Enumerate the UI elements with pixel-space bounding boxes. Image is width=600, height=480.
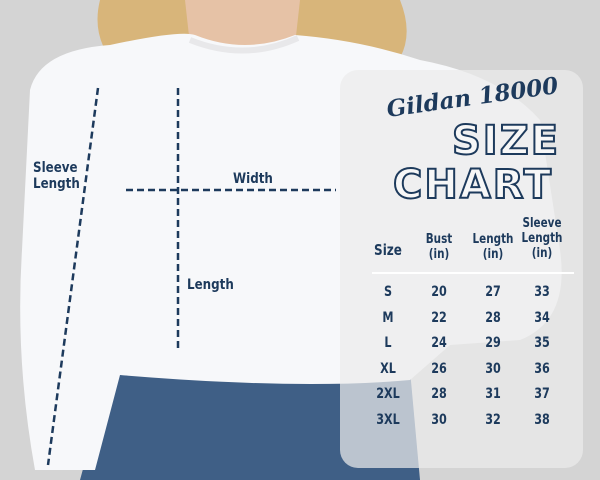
size-cell: M <box>382 309 394 326</box>
measurement-cell: 24 <box>431 335 447 352</box>
measurement-cell: 35 <box>534 335 550 352</box>
measurement-cell: 26 <box>431 360 447 377</box>
size-cell: 3XL <box>376 412 400 428</box>
measurement-cell: 31 <box>485 386 501 403</box>
column-header: Size <box>374 241 402 259</box>
size-chart-panel <box>340 70 583 468</box>
measurement-cell: 33 <box>534 284 550 300</box>
title-size: SIZE <box>451 117 561 165</box>
column-header: Bust (in) <box>425 232 453 262</box>
length-label: Length <box>187 277 234 293</box>
measurement-cell: 30 <box>431 412 447 428</box>
measurement-cell: 22 <box>431 309 447 326</box>
measurement-cell: 34 <box>534 309 550 326</box>
measurement-cell: 30 <box>485 360 501 377</box>
measurement-cell: 20 <box>431 284 447 300</box>
sleeve-length-label: Sleeve Length <box>33 160 80 192</box>
header-divider <box>372 272 574 274</box>
sleeve-dash-line <box>46 87 100 466</box>
size-cell: 2XL <box>376 386 400 403</box>
measurement-cell: 29 <box>485 335 501 352</box>
title-chart: CHART <box>392 161 554 209</box>
size-cell: XL <box>380 360 396 377</box>
measurement-cell: 36 <box>534 360 550 377</box>
measurement-cell: 27 <box>485 284 501 300</box>
measurement-cell: 28 <box>485 309 501 326</box>
jeans <box>80 370 420 480</box>
size-cell: L <box>384 335 392 352</box>
column-header: Sleeve Length (in) <box>521 216 563 261</box>
width-label: Width <box>233 171 273 187</box>
neck <box>185 0 300 53</box>
measurement-cell: 38 <box>534 412 550 428</box>
measurement-cell: 37 <box>534 386 550 403</box>
size-cell: S <box>383 284 393 300</box>
column-header: Length (in) <box>472 232 514 262</box>
measurement-cell: 28 <box>431 386 447 403</box>
measurement-cell: 32 <box>485 412 501 428</box>
